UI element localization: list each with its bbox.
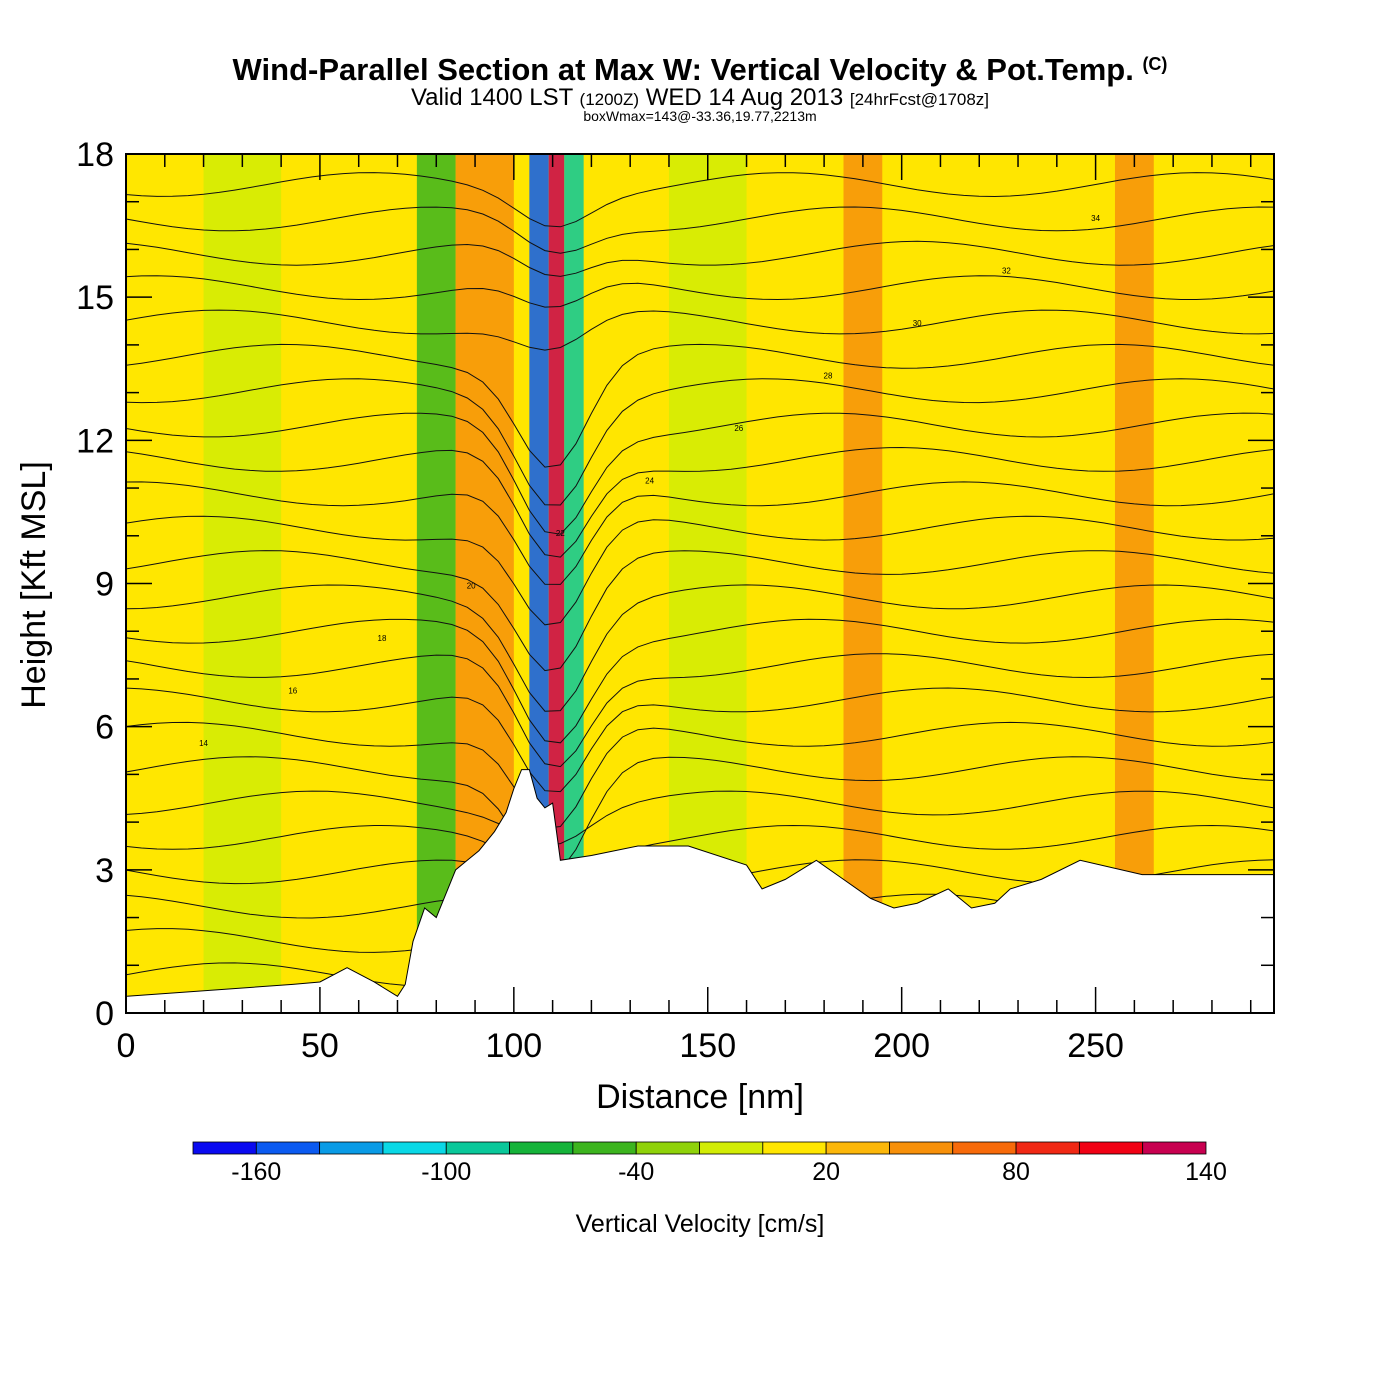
theta-contour (126, 653, 1274, 768)
colorbar-label: -40 (618, 1158, 654, 1186)
theta-contour (126, 481, 1274, 585)
theta-contour (126, 275, 1274, 308)
theta-contour (126, 550, 1274, 672)
colorbar-segment (699, 1141, 764, 1155)
theta-contour (126, 515, 1274, 626)
velocity-band (203, 154, 282, 1013)
y-axis-label: Height [Kft MSL] (15, 461, 53, 709)
colorbar-segment (319, 1141, 384, 1155)
y-tick-label: 3 (95, 852, 114, 890)
theta-contour (126, 309, 1274, 351)
contour-label: 18 (378, 634, 387, 643)
contour-label: 20 (467, 581, 476, 590)
y-tick-label: 9 (95, 566, 114, 604)
y-tick-label: 12 (76, 422, 114, 460)
colorbar-segment (1078, 1141, 1144, 1155)
colorbar-segment (952, 1141, 1017, 1155)
copyright-mark: (C) (1142, 54, 1168, 74)
velocity-band (564, 154, 584, 1013)
colorbar-segment (445, 1141, 510, 1155)
chart-title-main: Wind-Parallel Section at Max W: Vertical… (232, 52, 1134, 87)
colorbar-segment (1015, 1141, 1080, 1155)
x-tick-label: 100 (485, 1027, 542, 1065)
colorbar-segment (1142, 1141, 1207, 1155)
y-axis: 0 3 6 9 12 15 18 (76, 136, 1274, 1033)
theta-contour (126, 756, 1274, 875)
theta-contour (126, 790, 1274, 846)
valid-date: WED 14 Aug 2013 (645, 84, 844, 111)
colorbar-label: 20 (812, 1158, 840, 1186)
theta-contour (126, 446, 1274, 558)
x-tick-label: 0 (117, 1027, 136, 1065)
x-axis: 0 50 100 150 200 250 (117, 154, 1252, 1065)
x-tick-label: 50 (301, 1027, 339, 1065)
contour-label: 34 (1091, 214, 1100, 223)
theta-contour (126, 721, 1274, 829)
colorbar-segment (255, 1141, 321, 1155)
theta-contour (126, 687, 1274, 793)
colorbar-title: Vertical Velocity [cm/s] (576, 1210, 825, 1238)
velocity-band (416, 154, 456, 1013)
chart-title: Wind-Parallel Section at Max W: Vertical… (0, 52, 1400, 88)
velocity-band (843, 154, 883, 1013)
theta-contour (126, 824, 1274, 880)
theta-contour (126, 240, 1274, 277)
contour-label: 26 (734, 424, 743, 433)
colorbar-label: 80 (1002, 1158, 1030, 1186)
contour-label: 22 (556, 529, 565, 538)
contour-label: 24 (645, 476, 654, 485)
theta-contour (126, 172, 1274, 228)
colorbar-segment (509, 1141, 574, 1155)
valid-time: Valid 1400 LST (410, 84, 573, 111)
theta-contour (126, 412, 1274, 535)
x-axis-label: Distance [nm] (596, 1078, 804, 1116)
y-tick-label: 6 (95, 709, 114, 747)
colorbar-segment (382, 1141, 447, 1155)
colorbar-label: 140 (1185, 1158, 1227, 1186)
theta-contour (126, 343, 1274, 468)
theta-contour (126, 378, 1274, 506)
colorbar-segment (635, 1141, 700, 1155)
x-tick-label: 200 (873, 1027, 930, 1065)
colorbar-segment (825, 1141, 890, 1155)
colorbar-segment (192, 1141, 257, 1155)
theta-contour (126, 618, 1274, 744)
contour-label: 16 (288, 686, 297, 695)
potential-temperature-contours (126, 172, 1274, 1006)
valid-utc: (1200Z) (579, 90, 640, 109)
y-tick-label: 0 (95, 995, 114, 1033)
forecast-info: [24hrFcst@1708z] (849, 90, 990, 109)
y-tick-label: 18 (76, 136, 114, 174)
contour-label: 30 (913, 319, 922, 328)
contour-label: 28 (824, 371, 833, 380)
terrain-mask (125, 769, 1275, 1014)
colorbar-segment (889, 1141, 954, 1155)
y-tick-label: 15 (76, 279, 114, 317)
colorbar-label: -100 (421, 1158, 471, 1186)
theta-contour (126, 206, 1274, 254)
chart-subtitle: Valid 1400 LST (1200Z) WED 14 Aug 2013 [… (0, 84, 1400, 112)
contour-label: 32 (1002, 266, 1011, 275)
theta-contour (126, 584, 1274, 712)
contour-labels: 14 16 18 20 22 24 26 28 30 32 34 (199, 214, 1100, 748)
boxwmax-info: boxWmax=143@-33.36,19.77,2213m (583, 108, 817, 124)
x-tick-label: 150 (679, 1027, 736, 1065)
colorbar: -160 -100 -40 20 80 140 (192, 1141, 1227, 1186)
colorbar-segment (762, 1141, 827, 1155)
colorbar-label: -160 (231, 1158, 281, 1186)
x-tick-label: 250 (1067, 1027, 1124, 1065)
contour-label: 14 (199, 739, 208, 748)
colorbar-segment (572, 1141, 637, 1155)
velocity-band (548, 154, 565, 1013)
